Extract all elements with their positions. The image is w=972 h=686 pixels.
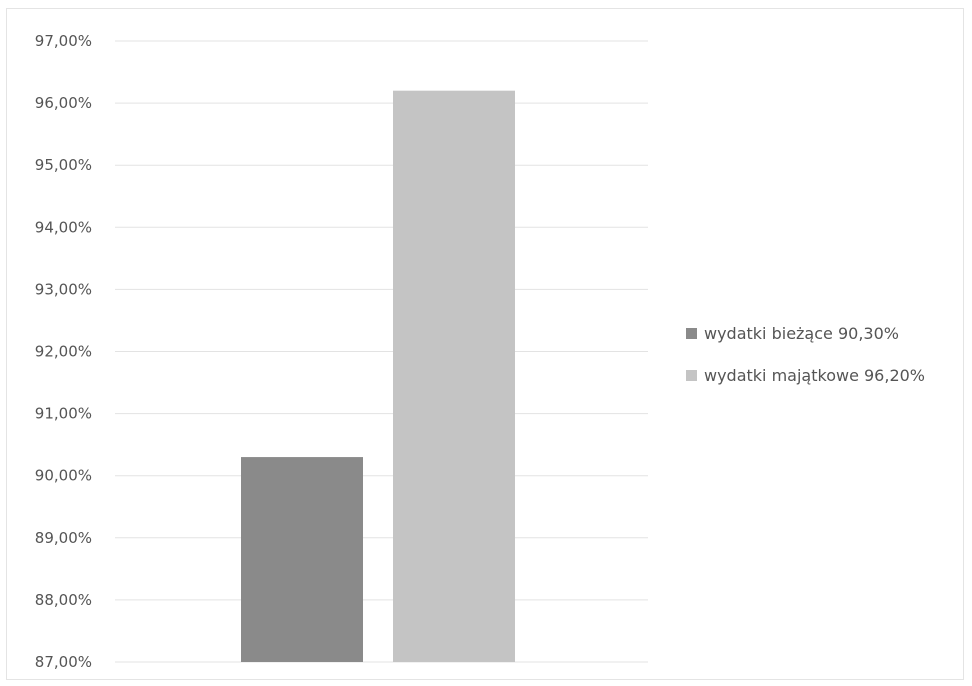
chart-frame xyxy=(6,8,964,680)
legend-label: wydatki bieżące 90,30% xyxy=(704,324,899,343)
y-tick-label: 94,00% xyxy=(35,218,92,236)
legend: wydatki bieżące 90,30% wydatki majątkowe … xyxy=(686,324,925,385)
bar-2 xyxy=(393,90,515,663)
y-tick-label: 87,00% xyxy=(35,653,92,671)
gridlines xyxy=(115,40,648,663)
y-tick-label: 93,00% xyxy=(35,280,92,298)
y-tick-label: 95,00% xyxy=(35,156,92,174)
y-tick-label: 97,00% xyxy=(35,32,92,50)
y-tick-label: 96,00% xyxy=(35,94,92,112)
y-tick-label: 90,00% xyxy=(35,467,92,485)
y-axis-tick-labels: 87,00% 88,00% 89,00% 90,00% 91,00% 92,00% 93,0… xyxy=(35,32,92,671)
legend-swatch xyxy=(686,328,697,339)
bar-1 xyxy=(241,457,363,662)
y-tick-label: 88,00% xyxy=(35,591,92,609)
y-tick-label: 92,00% xyxy=(35,343,92,361)
bars xyxy=(241,90,515,663)
legend-label: wydatki majątkowe 96,20% xyxy=(704,366,925,385)
legend-swatch xyxy=(686,370,697,381)
y-tick-label: 89,00% xyxy=(35,529,92,547)
y-tick-label: 91,00% xyxy=(35,405,92,423)
